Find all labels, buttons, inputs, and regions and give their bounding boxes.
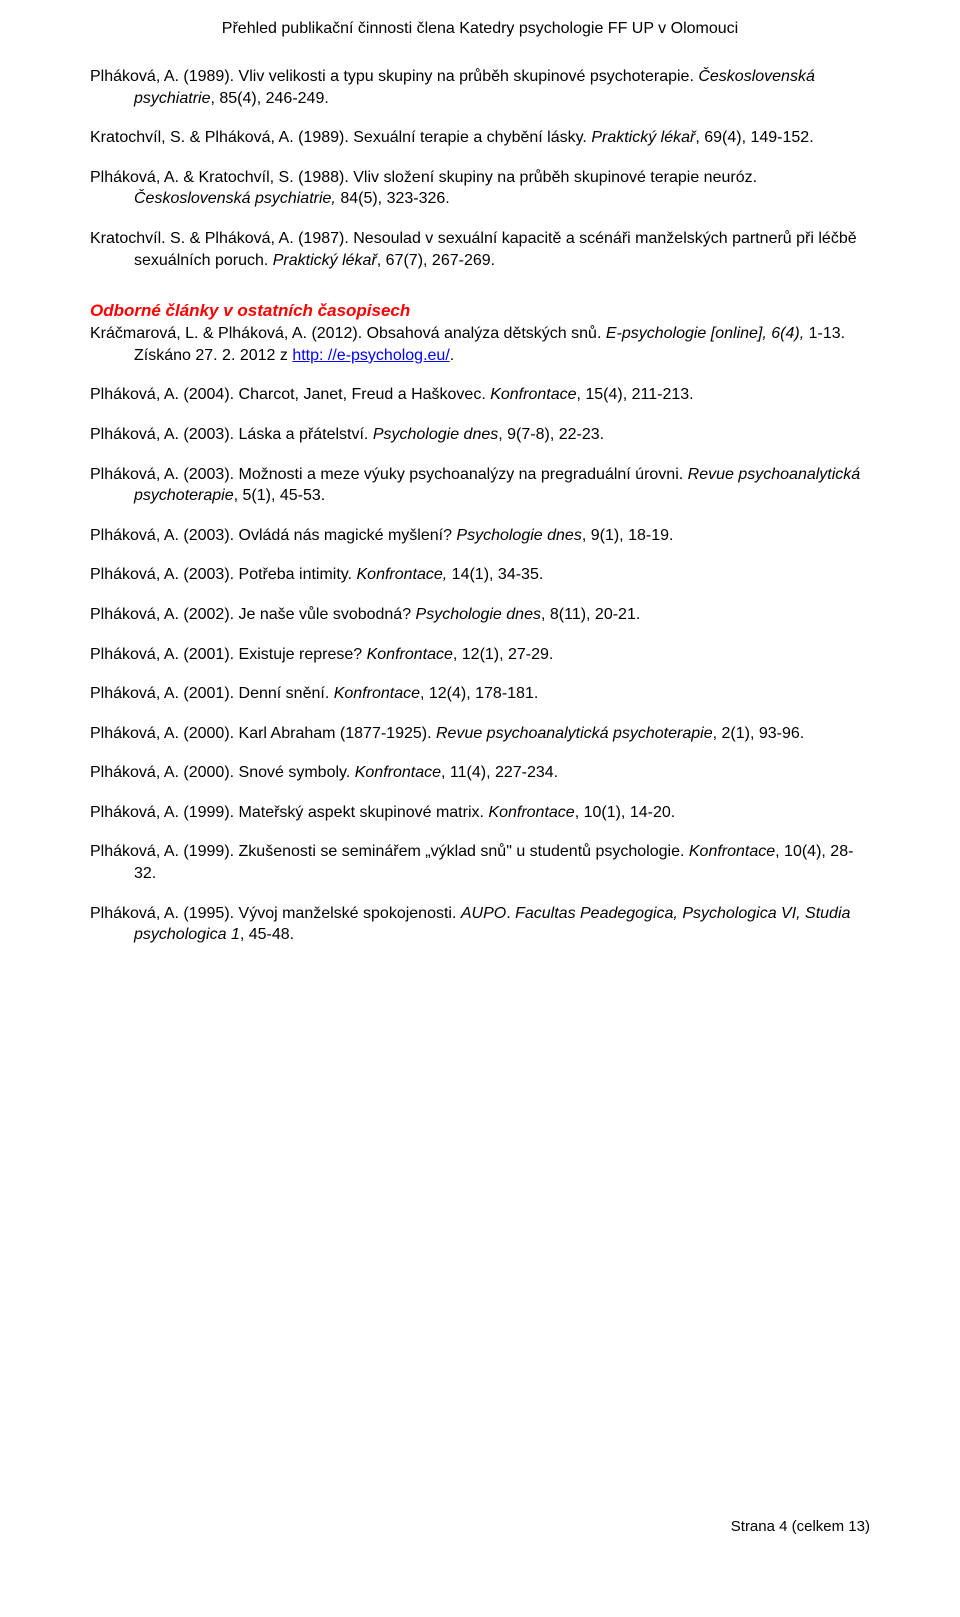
entry-text: Plháková, A. (2004). Charcot, Janet, Fre… <box>90 386 490 403</box>
entry-text: Plháková, A. (2000). Karl Abraham (1877-… <box>90 725 436 742</box>
bibliography-entry: Plháková, A. (2001). Existuje represe? K… <box>90 644 870 666</box>
entry-italic: Konfrontace <box>490 386 576 403</box>
entry-text: , 11(4), 227-234. <box>441 764 558 781</box>
entry-italic: Konfrontace <box>355 764 441 781</box>
entry-text: Plháková, A. (2001). Existuje represe? <box>90 646 367 663</box>
bibliography-entry: Plháková, A. (2000). Snové symboly. Konf… <box>90 762 870 784</box>
entry-italic: Konfrontace <box>689 843 775 860</box>
entry-text: 84(5), 323-326. <box>336 190 450 207</box>
entry-text: , 8(11), 20-21. <box>541 606 640 623</box>
entry-text: , 10(1), 14-20. <box>575 804 676 821</box>
entry-italic: Psychologie dnes <box>416 606 541 623</box>
entry-text: , 45-48. <box>240 926 294 943</box>
bibliography-entry: Plháková, A. (2001). Denní snění. Konfro… <box>90 683 870 705</box>
entry-italic: Revue psychoanalytická psychoterapie <box>436 725 713 742</box>
bibliography-entry: Plháková, A. (2003). Potřeba intimity. K… <box>90 564 870 586</box>
entry-italic: Praktický lékař <box>591 129 695 146</box>
entry-italic: Konfrontace, <box>357 566 448 583</box>
entry-italic: Psychologie dnes <box>456 527 581 544</box>
entry-text: Plháková, A. (1999). Mateřský aspekt sku… <box>90 804 488 821</box>
entry-text: , 12(1), 27-29. <box>453 646 554 663</box>
entry-text: Plháková, A. (2003). Potřeba intimity. <box>90 566 357 583</box>
bibliography-entry: Kratochvíl. S. & Plháková, A. (1987). Ne… <box>90 228 870 271</box>
entry-text: Plháková, A. & Kratochvíl, S. (1988). Vl… <box>90 169 757 186</box>
entry-text: , 67(7), 267-269. <box>377 252 495 269</box>
entry-text: , 9(1), 18-19. <box>582 527 674 544</box>
entry-italic: Konfrontace <box>367 646 453 663</box>
entry-italic: Praktický lékař <box>273 252 377 269</box>
entry-text: , 69(4), 149-152. <box>695 129 813 146</box>
entry-text: , 5(1), 45-53. <box>234 487 326 504</box>
page-footer: Strana 4 (celkem 13) <box>731 1518 870 1535</box>
entry-italic: Psychologie dnes <box>373 426 498 443</box>
entry-italic: E-psychologie [online], 6(4), <box>606 325 804 342</box>
entry-text: Plháková, A. (2002). Je naše vůle svobod… <box>90 606 416 623</box>
bibliography-entry: Kráčmarová, L. & Plháková, A. (2012). Ob… <box>90 323 870 366</box>
entry-italic: Konfrontace <box>334 685 420 702</box>
entry-text: Plháková, A. (1995). Vývoj manželské spo… <box>90 905 461 922</box>
bibliography-entry: Plháková, A. (2004). Charcot, Janet, Fre… <box>90 384 870 406</box>
entry-link[interactable]: http: //e-psycholog.eu/ <box>292 347 449 364</box>
entry-text: 14(1), 34-35. <box>447 566 543 583</box>
bibliography-entry: Plháková, A. (1999). Mateřský aspekt sku… <box>90 802 870 824</box>
entry-text: Kráčmarová, L. & Plháková, A. (2012). Ob… <box>90 325 606 342</box>
bibliography-entry: Plháková, A. (2002). Je naše vůle svobod… <box>90 604 870 626</box>
bibliography-entry: Plháková, A. (1995). Vývoj manželské spo… <box>90 903 870 946</box>
entry-text: Plháková, A. (1999). Zkušenosti se semin… <box>90 843 689 860</box>
entry-text: , 12(4), 178-181. <box>420 685 538 702</box>
entry-text: , 15(4), 211-213. <box>576 386 693 403</box>
bibliography-entry: Kratochvíl, S. & Plháková, A. (1989). Se… <box>90 127 870 149</box>
entry-text: Plháková, A. (2003). Láska a přátelství. <box>90 426 373 443</box>
bibliography-entry: Plháková, A. (2000). Karl Abraham (1877-… <box>90 723 870 745</box>
entry-italic: Československá psychiatrie, <box>134 190 336 207</box>
entry-text: , 9(7-8), 22-23. <box>498 426 604 443</box>
entry-italic: AUPO <box>461 905 506 922</box>
section-heading: Odborné články v ostatních časopisech <box>90 301 870 321</box>
page-header: Přehled publikační činnosti člena Katedr… <box>90 20 870 38</box>
entry-text: , 2(1), 93-96. <box>713 725 805 742</box>
entry-text: Kratochvíl, S. & Plháková, A. (1989). Se… <box>90 129 591 146</box>
entry-text: . <box>450 347 454 364</box>
bibliography-entry: Plháková, A. (1989). Vliv velikosti a ty… <box>90 66 870 109</box>
entry-text: Plháková, A. (2003). Možnosti a meze výu… <box>90 466 688 483</box>
entry-text: Plháková, A. (2000). Snové symboly. <box>90 764 355 781</box>
entry-text: , 85(4), 246-249. <box>210 90 328 107</box>
bibliography-entry: Plháková, A. & Kratochvíl, S. (1988). Vl… <box>90 167 870 210</box>
entry-text: . <box>506 905 515 922</box>
bibliography-entry: Plháková, A. (1999). Zkušenosti se semin… <box>90 841 870 884</box>
entry-text: Plháková, A. (2003). Ovládá nás magické … <box>90 527 456 544</box>
entry-text: Plháková, A. (1989). Vliv velikosti a ty… <box>90 68 698 85</box>
bibliography-entry: Plháková, A. (2003). Možnosti a meze výu… <box>90 464 870 507</box>
entry-text: Plháková, A. (2001). Denní snění. <box>90 685 334 702</box>
bibliography-entry: Plháková, A. (2003). Láska a přátelství.… <box>90 424 870 446</box>
entry-italic: Konfrontace <box>488 804 574 821</box>
bibliography-entry: Plháková, A. (2003). Ovládá nás magické … <box>90 525 870 547</box>
